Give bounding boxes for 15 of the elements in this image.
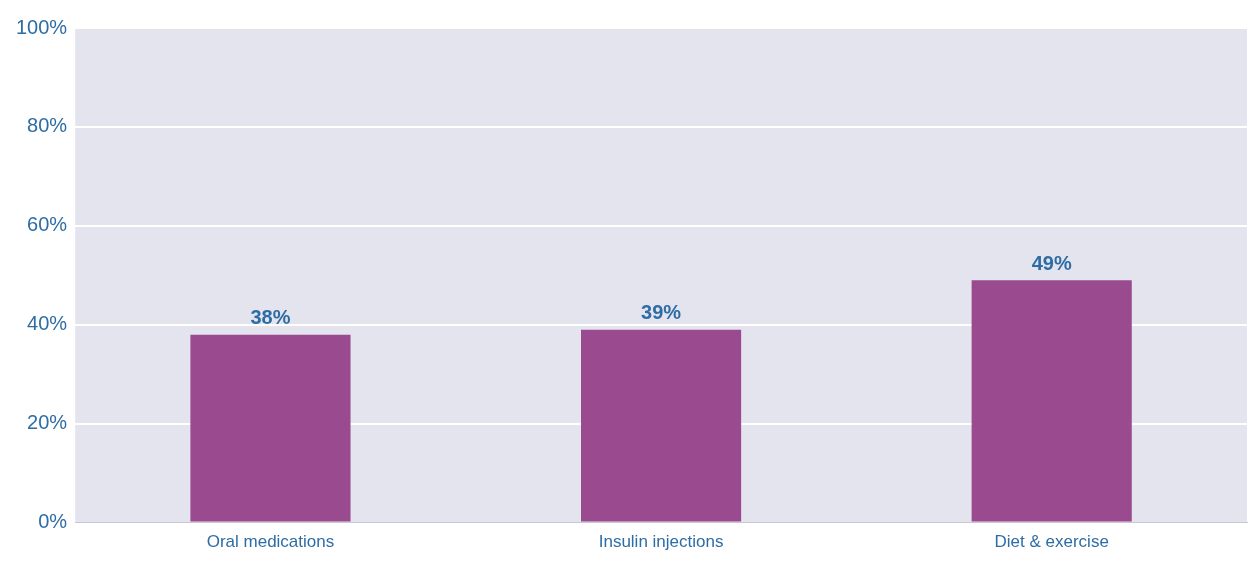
y-tick-label: 80% bbox=[27, 114, 68, 137]
x-tick-label: Oral medications bbox=[206, 532, 335, 552]
y-tick-label: 40% bbox=[27, 312, 68, 335]
y-tick-label: 60% bbox=[27, 213, 68, 236]
y-tick-label: 0% bbox=[38, 510, 68, 533]
data-label: 38% bbox=[250, 306, 291, 329]
y-tick-label: 100% bbox=[16, 15, 68, 38]
x-tick-label: Diet & exercise bbox=[994, 532, 1109, 552]
data-label: 39% bbox=[641, 301, 682, 324]
bar bbox=[971, 280, 1132, 522]
bar bbox=[581, 329, 742, 522]
y-tick-label: 20% bbox=[27, 411, 68, 434]
bar bbox=[190, 334, 351, 522]
data-label: 49% bbox=[1031, 251, 1072, 274]
x-tick-label: Insulin injections bbox=[598, 532, 724, 552]
